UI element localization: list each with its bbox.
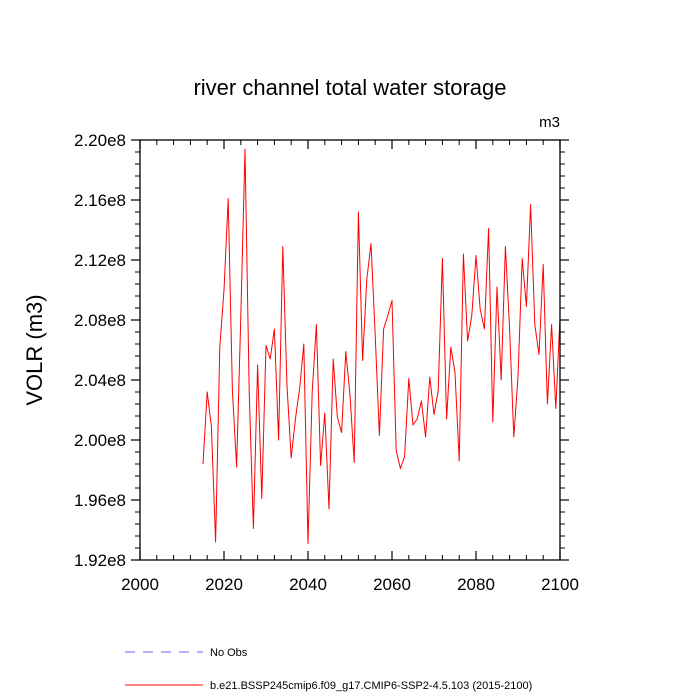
x-tick-label: 2080 — [457, 575, 495, 594]
y-tick-label: 2.20e8 — [74, 131, 126, 150]
y-tick-label: 1.96e8 — [74, 491, 126, 510]
legend-label: b.e21.BSSP245cmip6.f09_g17.CMIP6-SSP2-4.… — [210, 680, 532, 692]
x-tick-label: 2060 — [373, 575, 411, 594]
series-line — [202, 148, 561, 544]
legend: No Obs b.e21.BSSP245cmip6.f09_g17.CMIP6-S… — [125, 647, 532, 692]
y-axis-label: VOLR (m3) — [22, 294, 47, 405]
units-label: m3 — [539, 114, 560, 131]
chart-title: river channel total water storage — [193, 75, 506, 100]
x-tick-label: 2000 — [121, 575, 159, 594]
ticks-layer: 2000 2020 2040 2060 2080 2100 1.92e8 1.96e8 2.00… — [74, 131, 579, 594]
series-layer — [202, 148, 561, 544]
legend-label: No Obs — [210, 647, 248, 659]
x-tick-label: 2040 — [289, 575, 327, 594]
y-tick-label: 2.16e8 — [74, 191, 126, 210]
y-tick-label: 2.08e8 — [74, 311, 126, 330]
plot-frame — [139, 139, 561, 561]
x-tick-label: 2100 — [541, 575, 579, 594]
y-tick-label: 2.12e8 — [74, 251, 126, 270]
x-tick-label: 2020 — [205, 575, 243, 594]
y-tick-label: 1.92e8 — [74, 551, 126, 570]
y-tick-label: 2.04e8 — [74, 371, 126, 390]
y-tick-label: 2.00e8 — [74, 431, 126, 450]
